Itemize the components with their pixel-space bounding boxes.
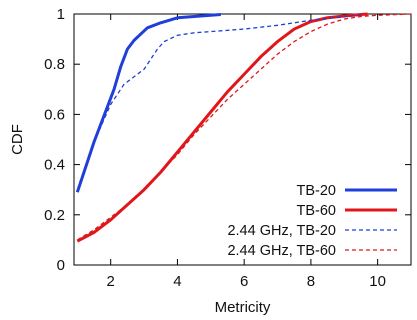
series-line-2 [76, 12, 368, 243]
y-tick-label: 1 [57, 6, 65, 23]
y-tick-label: 0 [57, 257, 65, 274]
legend-label: 2.44 GHz, TB-20 [227, 223, 336, 239]
y-tick-label: 0.4 [44, 157, 65, 174]
x-tick-label: 8 [307, 273, 315, 290]
series-lines [75, 12, 411, 243]
plot-frame [73, 13, 412, 266]
x-tick-label: 6 [240, 273, 248, 290]
x-tick-label: 10 [369, 273, 386, 290]
axes: 2 4 6 8 10 0 0.2 0.4 0.6 0.8 1 [44, 6, 412, 290]
legend-label: 2.44 GHz, TB-60 [227, 243, 336, 259]
series-line-3 [76, 14, 361, 190]
series-line-1 [75, 13, 221, 193]
x-tick-label: 4 [173, 273, 181, 290]
y-tick-label: 0.6 [44, 106, 65, 123]
x-axis-title: Metricity [215, 299, 271, 316]
series-line-4 [77, 13, 411, 241]
y-axis-title: CDF [9, 124, 26, 155]
y-tick-label: 0.2 [44, 207, 65, 224]
y-tick-label: 0.8 [44, 56, 65, 73]
x-tick-label: 2 [107, 273, 115, 290]
legend-label: TB-20 [297, 183, 337, 199]
legend: TB-20 TB-60 2.44 GHz, TB-20 2.44 GHz, TB-60 [227, 183, 397, 259]
legend-label: TB-60 [297, 203, 337, 219]
